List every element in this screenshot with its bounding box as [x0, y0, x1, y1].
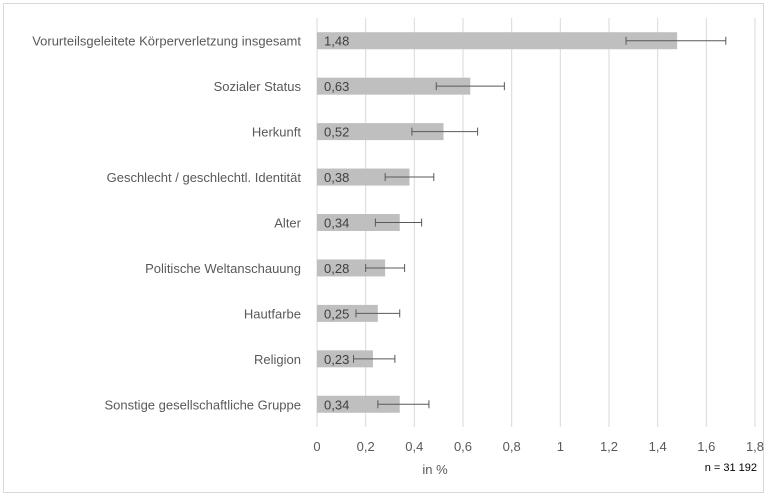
data-label: 0,63: [324, 79, 349, 94]
category-label: Religion: [254, 352, 301, 367]
error-bar: [365, 263, 406, 272]
data-labels: 1,48 0,63 0,52 0,38 0,34 0,28 0,25 0,23 0,34: [324, 34, 349, 413]
sample-size-note: n = 31 192: [705, 462, 757, 474]
data-label: 0,34: [324, 397, 349, 412]
bar: [317, 77, 471, 95]
error-bar: [411, 127, 479, 136]
error-bar: [377, 400, 430, 409]
category-label: Geschlecht / geschlechtl. Identität: [107, 170, 302, 185]
data-label: 0,38: [324, 170, 349, 185]
category-labels: Vorurteilsgeleitete Körperverletzung ins…: [32, 34, 301, 413]
error-bar: [435, 82, 505, 91]
category-label: Alter: [274, 216, 301, 231]
bar: [317, 350, 373, 368]
x-tick-label: 0,8: [503, 439, 521, 454]
bars: [317, 32, 678, 413]
error-bar: [374, 218, 423, 227]
bar: [317, 123, 444, 141]
bar: [317, 214, 400, 231]
x-tick-label: 1: [557, 439, 564, 454]
category-label: Vorurteilsgeleitete Körperverletzung ins…: [32, 34, 301, 49]
x-tick-label: 1,4: [649, 439, 667, 454]
x-tick-label: 0,2: [357, 439, 375, 454]
data-label: 0,23: [324, 352, 349, 367]
x-tick-label: 0,6: [454, 439, 472, 454]
category-label: Politische Weltanschauung: [145, 261, 301, 276]
x-tick-label: 0,4: [405, 439, 423, 454]
category-label: Sonstige gesellschaftliche Gruppe: [104, 397, 301, 412]
x-axis-ticks: 0 0,2 0,4 0,6 0,8 1 1,2 1,4 1,6 1,8: [313, 439, 764, 454]
x-axis-title: in %: [422, 462, 448, 477]
error-bar: [625, 36, 727, 45]
bar: [317, 32, 678, 50]
x-tick-label: 1,8: [746, 439, 764, 454]
category-label: Sozialer Status: [214, 79, 302, 94]
x-tick-label: 1,2: [600, 439, 618, 454]
category-label: Herkunft: [252, 125, 302, 140]
data-label: 0,52: [324, 125, 349, 140]
category-label: Hautfarbe: [244, 306, 301, 321]
bar: [317, 395, 400, 413]
error-bars: [353, 36, 727, 409]
error-bar: [355, 309, 401, 318]
data-label: 1,48: [324, 34, 349, 49]
bar: [317, 304, 378, 322]
data-label: 0,25: [324, 306, 349, 321]
bar: [317, 168, 410, 186]
x-tick-label: 0: [313, 439, 320, 454]
bar: [317, 259, 386, 277]
error-bar: [353, 354, 396, 363]
x-tick-label: 1,6: [697, 439, 715, 454]
data-label: 0,28: [324, 261, 349, 276]
error-bar: [384, 173, 435, 182]
data-label: 0,34: [324, 216, 349, 231]
